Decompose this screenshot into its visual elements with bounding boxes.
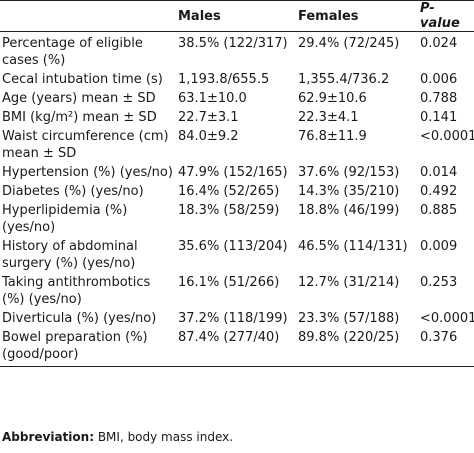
table-row: Age (years) mean ± SD 63.1±10.0 62.9±10.… [0, 89, 474, 108]
females-value: 29.4% (72/245) [298, 36, 400, 51]
row-label: Age (years) mean ± SD [2, 91, 156, 106]
table-row: Hypertension (%) (yes/no) 47.9% (152/165… [0, 163, 474, 182]
p-value: <0.0001 [420, 129, 474, 144]
females-value: 12.7% (31/214) [298, 275, 400, 290]
table-row: Diabetes (%) (yes/no) 16.4% (52/265) 14.… [0, 182, 474, 201]
header-row: Males Females P-value [0, 0, 474, 32]
footnote-term: Abbreviation: [2, 430, 94, 444]
table-row: Diverticula (%) (yes/no) 37.2% (118/199)… [0, 309, 474, 328]
row-label: Diabetes (%) (yes/no) [2, 184, 144, 199]
table-row: Cecal intubation time (s) 1,193.8/655.5 … [0, 70, 474, 89]
comparison-table: Males Females P-value Percentage of elig… [0, 0, 474, 367]
males-value: 37.2% (118/199) [178, 311, 288, 326]
p-value: 0.253 [420, 275, 458, 290]
males-value: 38.5% (122/317) [178, 36, 288, 51]
header-females: Females [296, 0, 418, 32]
males-value: 47.9% (152/165) [178, 165, 288, 180]
females-value: 1,355.4/736.2 [298, 72, 390, 87]
p-value: 0.376 [418, 328, 474, 367]
row-label: Taking antithrombotics (%) (yes/no) [2, 275, 151, 307]
table-row: Bowel preparation (%) (good/poor) 87.4% … [0, 328, 474, 367]
row-label: Hypertension (%) (yes/no) [2, 165, 173, 180]
p-value: 0.885 [420, 203, 458, 218]
females-value: 46.5% (114/131) [298, 239, 408, 254]
table-row: Taking antithrombotics (%) (yes/no) 16.1… [0, 273, 474, 309]
p-value: 0.009 [420, 239, 458, 254]
row-label: Percentage of eligible cases (%) [2, 36, 143, 68]
p-value: 0.014 [420, 165, 458, 180]
males-value: 87.4% (277/40) [176, 328, 296, 367]
table-row: Percentage of eligible cases (%) 38.5% (… [0, 32, 474, 71]
females-value: 18.8% (46/199) [298, 203, 400, 218]
males-value: 18.3% (58/259) [178, 203, 280, 218]
p-value: 0.492 [420, 184, 458, 199]
females-value: 23.3% (57/188) [298, 311, 400, 326]
table-row: History of abdominal surgery (%) (yes/no… [0, 237, 474, 273]
header-p-value: P-value [418, 0, 474, 32]
row-label: Waist circumference (cm) mean ± SD [2, 129, 169, 161]
males-value: 35.6% (113/204) [178, 239, 288, 254]
header-males: Males [176, 0, 296, 32]
row-label: Cecal intubation time (s) [2, 72, 163, 87]
females-value: 22.3±4.1 [298, 110, 359, 125]
header-empty [0, 0, 176, 32]
footnote: Abbreviation: BMI, body mass index. [2, 430, 233, 444]
females-value: 37.6% (92/153) [298, 165, 400, 180]
p-value: 0.006 [420, 72, 458, 87]
row-label: Bowel preparation (%) (good/poor) [0, 328, 176, 367]
row-label: Diverticula (%) (yes/no) [2, 311, 157, 326]
p-value: 0.788 [420, 91, 458, 106]
males-value: 1,193.8/655.5 [178, 72, 270, 87]
males-value: 63.1±10.0 [178, 91, 247, 106]
males-value: 16.4% (52/265) [178, 184, 280, 199]
females-value: 14.3% (35/210) [298, 184, 400, 199]
males-value: 84.0±9.2 [178, 129, 239, 144]
row-label: Hyperlipidemia (%) (yes/no) [2, 203, 128, 235]
footnote-text: BMI, body mass index. [94, 430, 234, 444]
males-value: 22.7±3.1 [178, 110, 239, 125]
p-value: 0.024 [420, 36, 458, 51]
p-value: <0.0001 [420, 311, 474, 326]
males-value: 16.1% (51/266) [178, 275, 280, 290]
row-label: BMI (kg/m²) mean ± SD [2, 110, 157, 125]
females-value: 76.8±11.9 [298, 129, 367, 144]
row-label: History of abdominal surgery (%) (yes/no… [2, 239, 138, 271]
p-value: 0.141 [420, 110, 458, 125]
table-row: BMI (kg/m²) mean ± SD 22.7±3.1 22.3±4.1 … [0, 108, 474, 127]
females-value: 62.9±10.6 [298, 91, 367, 106]
females-value: 89.8% (220/25) [296, 328, 418, 367]
table-row: Waist circumference (cm) mean ± SD 84.0±… [0, 127, 474, 163]
table-row: Hyperlipidemia (%) (yes/no) 18.3% (58/25… [0, 201, 474, 237]
